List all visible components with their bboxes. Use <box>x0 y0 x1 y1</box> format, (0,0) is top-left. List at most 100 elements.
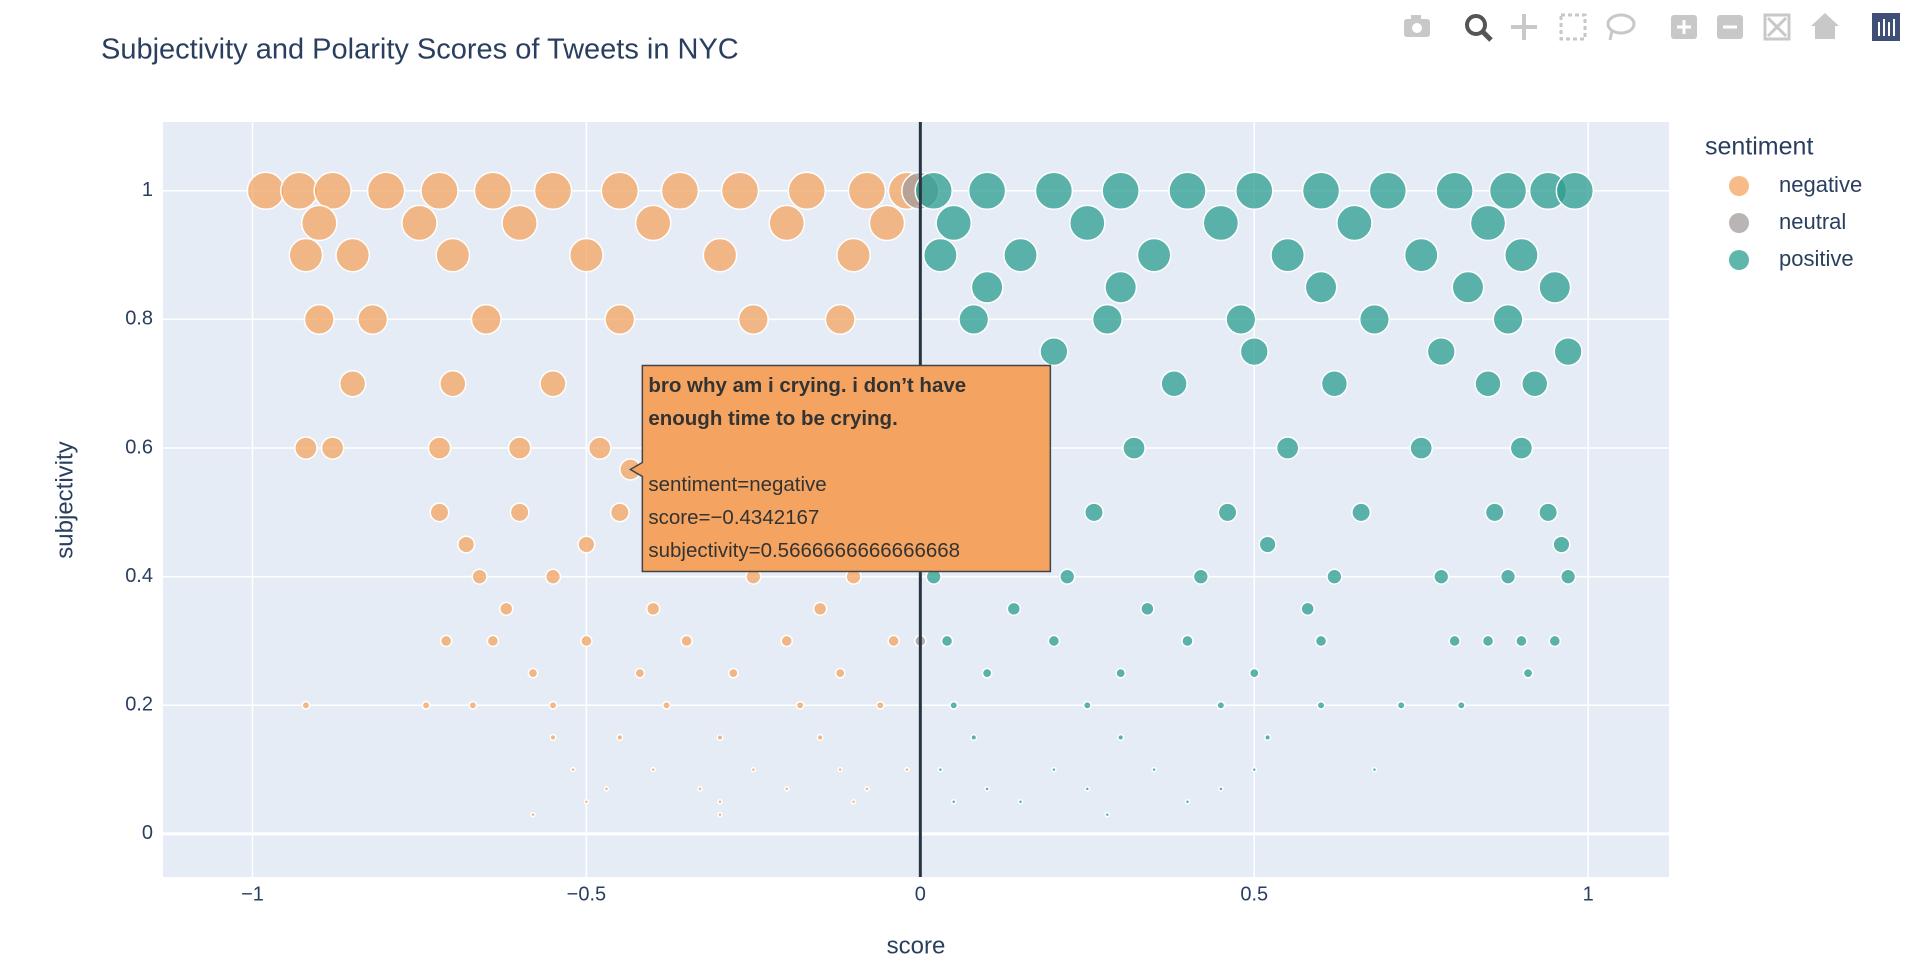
point <box>970 733 978 741</box>
chart-title: Subjectivity and Polarity Scores of Twee… <box>101 34 739 66</box>
point <box>716 733 724 741</box>
point <box>847 171 887 211</box>
point <box>720 171 760 211</box>
point <box>603 786 610 792</box>
legend-marker <box>1729 250 1749 270</box>
point <box>1320 370 1349 398</box>
point <box>937 766 944 773</box>
y-tick-label: 0.6 <box>125 436 153 458</box>
point <box>1488 171 1528 211</box>
tooltip-line: sentiment=negative <box>648 473 826 496</box>
point <box>750 766 757 773</box>
point <box>527 667 539 679</box>
point <box>335 237 371 273</box>
point <box>587 436 612 460</box>
tooltip-box <box>628 364 1052 573</box>
point <box>717 811 723 818</box>
legend-label: neutral <box>1779 209 1846 234</box>
y-tick-label: 0.4 <box>125 565 153 587</box>
point <box>634 204 672 242</box>
point <box>949 700 959 710</box>
point <box>780 634 794 648</box>
point <box>401 204 438 242</box>
legend-marker <box>1729 176 1749 196</box>
point <box>1509 436 1534 460</box>
point <box>1217 502 1238 523</box>
point <box>922 237 958 273</box>
point <box>1555 171 1595 211</box>
point <box>1270 237 1306 273</box>
point <box>984 786 990 792</box>
x-tick-label: 0.5 <box>1240 883 1268 905</box>
x-tick-label: 0 <box>915 883 926 905</box>
point <box>501 204 538 242</box>
point <box>1300 601 1315 617</box>
point <box>427 436 452 460</box>
point <box>967 171 1007 211</box>
point <box>1168 171 1207 211</box>
point <box>680 634 693 648</box>
point <box>1216 700 1226 710</box>
point <box>1083 502 1104 523</box>
point <box>1003 237 1038 273</box>
reset-button[interactable] <box>1811 13 1839 39</box>
camera-button[interactable] <box>1404 15 1430 37</box>
point <box>294 436 318 460</box>
point <box>717 799 723 805</box>
point <box>544 568 562 585</box>
y-axis-title: subjectivity <box>51 441 78 558</box>
point <box>812 601 828 617</box>
point <box>1104 270 1138 304</box>
point <box>439 370 467 398</box>
point <box>288 237 324 273</box>
tooltip-title: bro why am i crying. i don’t have <box>648 374 966 397</box>
point <box>1151 766 1157 773</box>
pan-button[interactable] <box>1511 14 1537 40</box>
autoscale-button[interactable] <box>1763 13 1791 41</box>
point <box>533 171 573 211</box>
point <box>768 204 806 242</box>
point <box>958 303 990 335</box>
point <box>1017 799 1024 805</box>
box-select-button[interactable] <box>1559 13 1587 41</box>
modebar <box>1404 13 1900 42</box>
point <box>570 766 576 773</box>
plotly-logo[interactable] <box>1872 13 1900 41</box>
point <box>1140 601 1155 617</box>
point <box>1101 171 1140 211</box>
y-tick-label: 0.2 <box>125 694 153 716</box>
point <box>1326 568 1343 585</box>
point <box>1047 634 1061 648</box>
lasso-button[interactable] <box>1606 13 1636 41</box>
point <box>313 171 352 211</box>
point <box>660 171 700 211</box>
y-tick-label: 0 <box>142 822 153 844</box>
point <box>1202 204 1240 242</box>
zoom-in-button[interactable] <box>1671 15 1697 39</box>
point <box>1115 667 1127 679</box>
point <box>836 237 871 273</box>
point <box>1515 634 1528 648</box>
point <box>473 171 513 211</box>
point <box>1051 766 1057 773</box>
tooltip-line: score=−0.4342167 <box>648 506 819 529</box>
point <box>420 171 459 211</box>
point <box>549 733 557 741</box>
point <box>435 237 471 273</box>
point <box>1181 634 1194 648</box>
point <box>580 634 593 648</box>
point <box>1316 700 1326 710</box>
point <box>1448 634 1461 648</box>
point <box>1351 502 1372 523</box>
point <box>727 667 739 679</box>
point <box>530 811 536 818</box>
point <box>1314 634 1328 648</box>
legend-label: positive <box>1779 246 1854 271</box>
point <box>1275 436 1300 460</box>
zoom-button[interactable] <box>1465 14 1493 42</box>
zoom-out-button[interactable] <box>1717 15 1743 39</box>
point <box>1258 535 1277 554</box>
point <box>439 634 453 648</box>
point <box>650 766 656 773</box>
point <box>904 766 910 773</box>
